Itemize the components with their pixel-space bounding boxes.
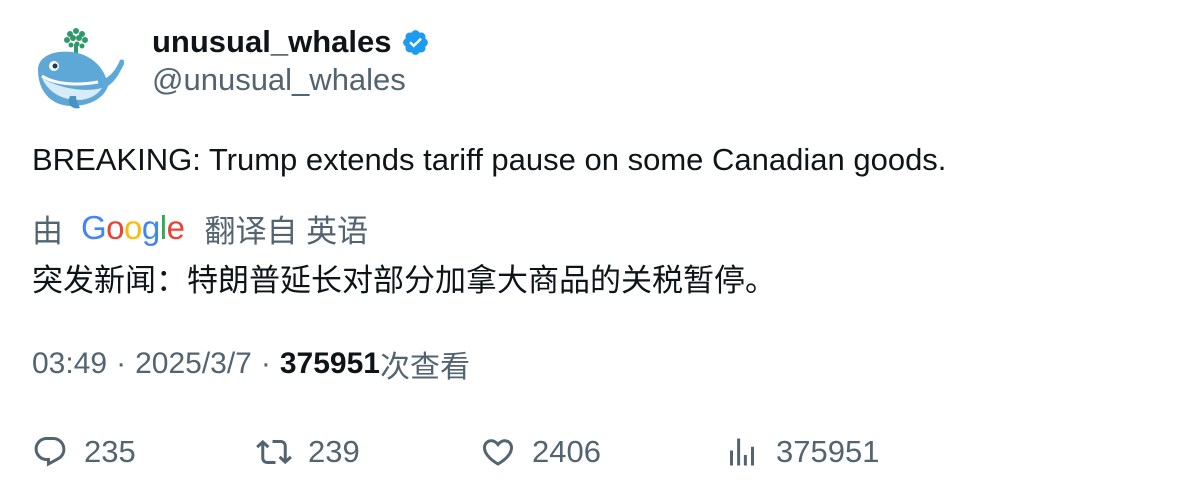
avatar[interactable] (32, 26, 126, 112)
tweet-date[interactable]: 2025/3/7 (135, 347, 252, 380)
views-label: 次查看 (379, 351, 470, 384)
retweet-icon (256, 439, 292, 465)
author-name-row: unusual_whales (152, 22, 430, 62)
heart-icon (482, 439, 514, 466)
meta-separator: · (260, 347, 271, 380)
whale-avatar-icon (38, 28, 125, 109)
translation-by-label: 由 (32, 213, 63, 249)
retweet-button[interactable]: 239 (256, 430, 360, 474)
analytics-icon (730, 438, 754, 466)
verified-badge-icon[interactable] (401, 28, 430, 57)
reply-count: 235 (84, 434, 136, 469)
reply-icon (34, 437, 66, 467)
author-display-name[interactable]: unusual_whales (152, 24, 392, 59)
translated-text: 突发新闻：特朗普延长对部分加拿大商品的关税暂停。 (32, 263, 776, 298)
tweet-text: BREAKING: Trump extends tariff pause on … (32, 142, 947, 177)
translated-from-link[interactable]: 翻译自 英语 (204, 213, 369, 249)
like-count: 2406 (532, 434, 601, 469)
author-handle[interactable]: @unusual_whales (152, 62, 406, 97)
retweet-count: 239 (308, 434, 360, 469)
reply-button[interactable]: 235 (32, 430, 136, 474)
google-logo: Google (81, 209, 185, 246)
like-button[interactable]: 2406 (480, 430, 601, 474)
views-action-count: 375951 (776, 434, 880, 469)
meta-separator: · (116, 347, 127, 380)
views-button[interactable]: 375951 (724, 430, 879, 474)
tweet-meta: 03:49 · 2025/3/7 · 375951 次查看 (32, 344, 470, 384)
translation-attribution: 由 Google 翻译自 英语 (32, 206, 368, 250)
tweet-time[interactable]: 03:49 (32, 347, 108, 380)
views-count: 375951 (279, 347, 380, 380)
